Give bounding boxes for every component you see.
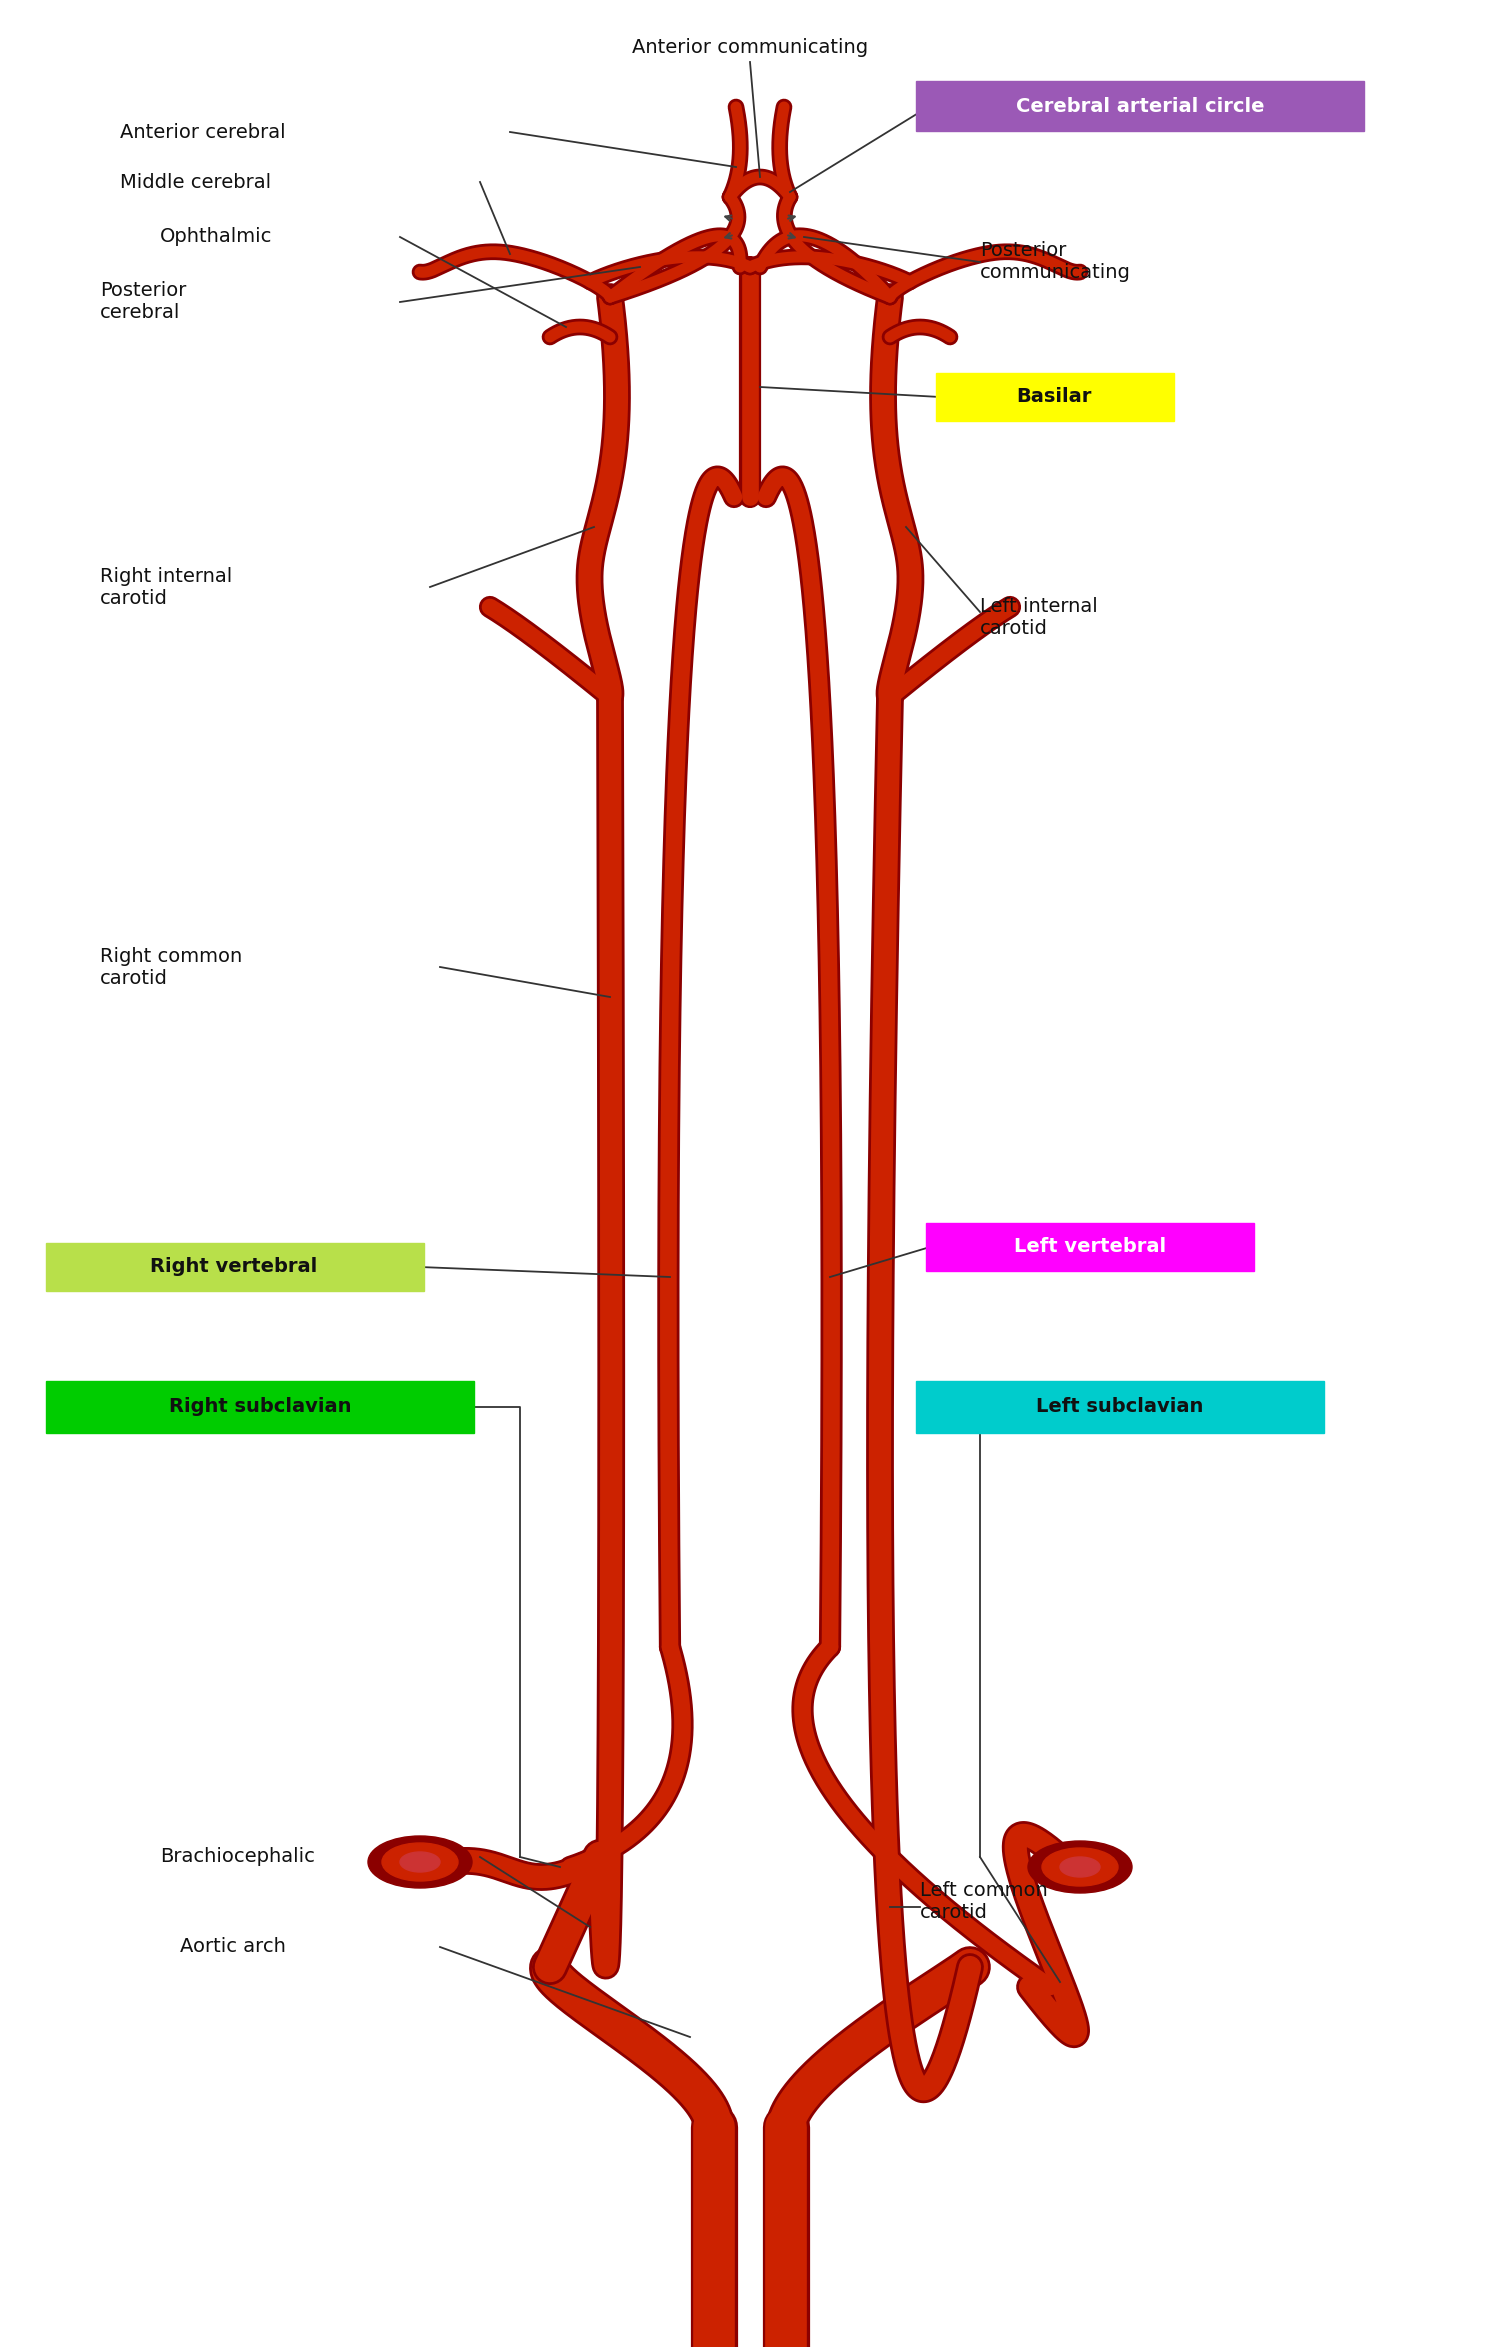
Text: Anterior cerebral: Anterior cerebral (120, 122, 285, 141)
Circle shape (1060, 1856, 1100, 1878)
Text: Right internal
carotid: Right internal carotid (100, 566, 232, 608)
FancyBboxPatch shape (916, 82, 1364, 131)
Text: Right common
carotid: Right common carotid (100, 946, 243, 988)
Text: Left internal
carotid: Left internal carotid (980, 596, 1098, 638)
Text: Cerebral arterial circle: Cerebral arterial circle (1016, 99, 1264, 117)
Text: Right vertebral: Right vertebral (150, 1258, 318, 1277)
Text: Posterior
communicating: Posterior communicating (980, 242, 1131, 282)
FancyBboxPatch shape (46, 1244, 424, 1291)
Text: Middle cerebral: Middle cerebral (120, 171, 272, 192)
Text: Left subclavian: Left subclavian (1036, 1396, 1203, 1418)
Circle shape (1028, 1840, 1132, 1894)
Circle shape (1042, 1847, 1118, 1887)
Text: Left vertebral: Left vertebral (1014, 1237, 1166, 1256)
Text: Left common
carotid: Left common carotid (920, 1882, 1047, 1922)
FancyBboxPatch shape (926, 1223, 1254, 1272)
FancyBboxPatch shape (936, 373, 1174, 420)
Text: Brachiocephalic: Brachiocephalic (160, 1847, 315, 1866)
Circle shape (400, 1852, 439, 1873)
Text: Anterior communicating: Anterior communicating (632, 38, 868, 56)
Text: Right subclavian: Right subclavian (168, 1396, 351, 1418)
Text: Posterior
cerebral: Posterior cerebral (100, 282, 186, 322)
Circle shape (382, 1842, 458, 1880)
Circle shape (368, 1835, 472, 1887)
Text: Ophthalmic: Ophthalmic (160, 228, 273, 246)
FancyBboxPatch shape (46, 1380, 474, 1434)
FancyBboxPatch shape (916, 1380, 1324, 1434)
Text: Basilar: Basilar (1017, 387, 1092, 406)
Text: Aortic arch: Aortic arch (180, 1939, 286, 1957)
